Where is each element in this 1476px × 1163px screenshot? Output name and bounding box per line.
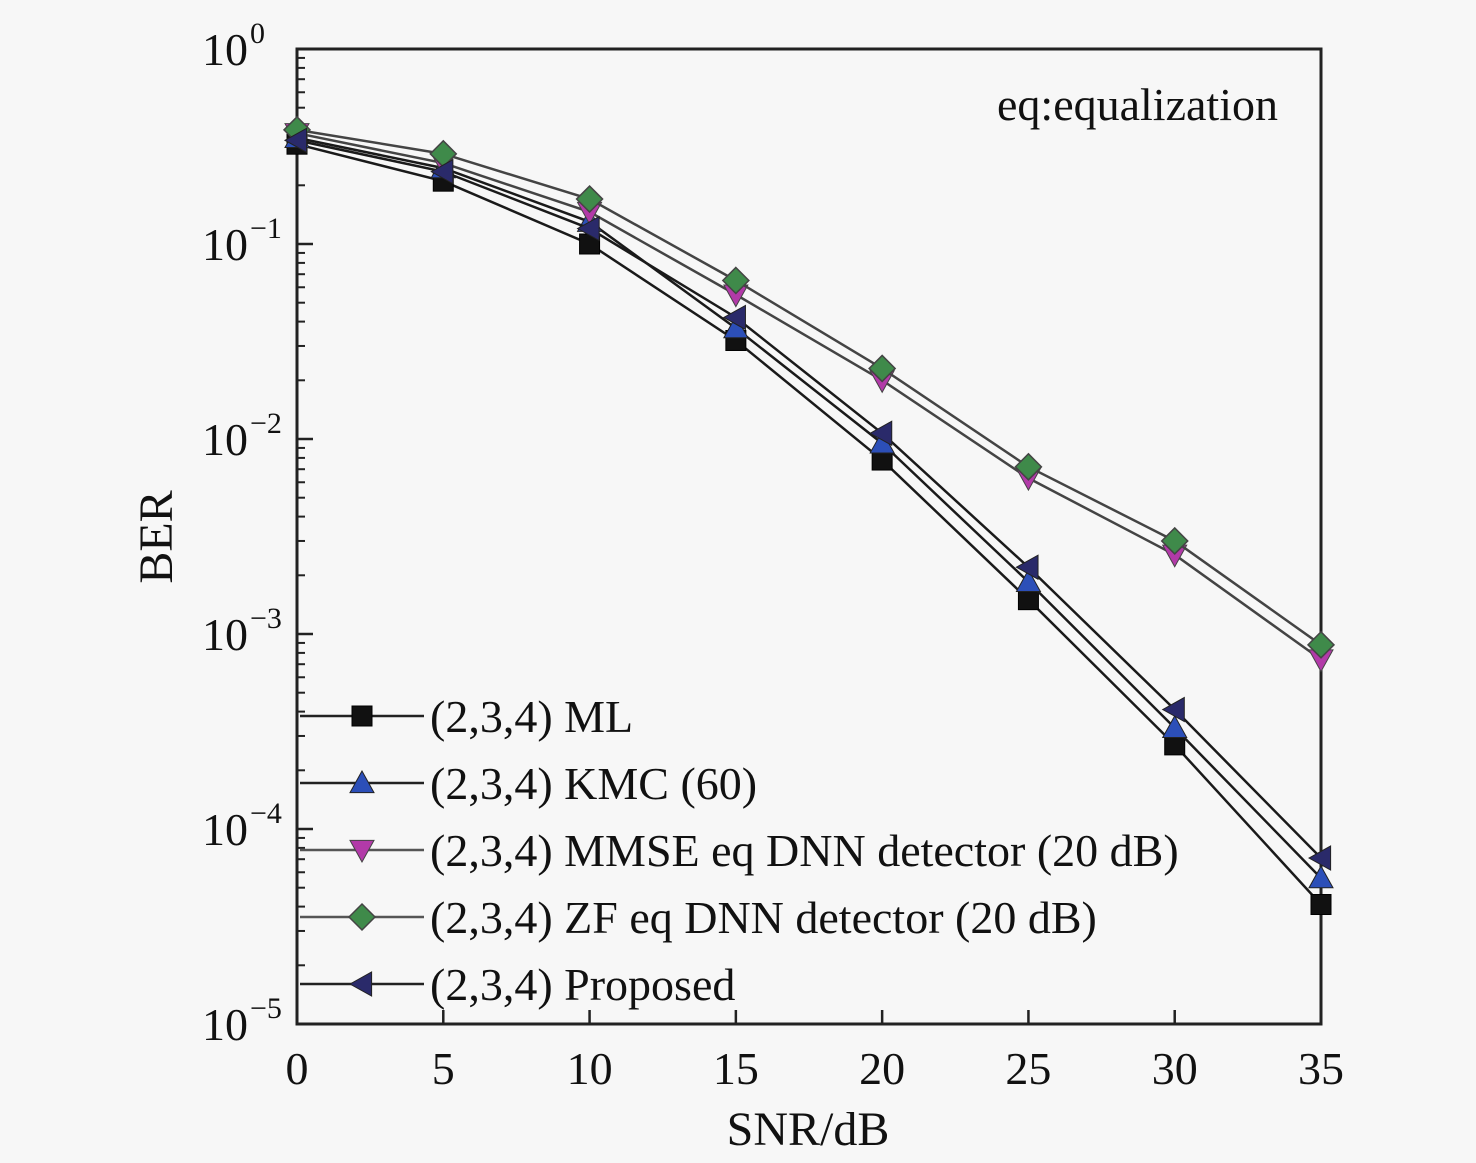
x-tick-label: 0 xyxy=(286,1043,309,1094)
legend-item: (2,3,4) MMSE eq DNN detector (20 dB) xyxy=(300,825,1179,876)
y-tick-exponent: −1 xyxy=(250,212,282,245)
axis-ticks xyxy=(297,56,1176,1024)
x-tick-label: 10 xyxy=(567,1043,613,1094)
legend-label: (2,3,4) MMSE eq DNN detector (20 dB) xyxy=(430,825,1179,876)
x-tick-label: 35 xyxy=(1298,1043,1344,1094)
series-line xyxy=(296,142,1322,906)
data-point xyxy=(1306,630,1336,659)
legend-item: (2,3,4) ML xyxy=(300,691,633,742)
y-axis-title: BER xyxy=(130,490,183,583)
data-point xyxy=(1160,526,1189,556)
series-line xyxy=(296,136,1322,879)
x-tick-label: 5 xyxy=(432,1043,455,1094)
y-tick-exponent: −4 xyxy=(250,797,282,830)
data-point xyxy=(1014,452,1043,481)
data-point xyxy=(722,304,746,331)
plot-frame xyxy=(295,47,1323,1026)
y-tick-label: 10 xyxy=(202,804,248,855)
data-point xyxy=(430,158,454,185)
x-tick-label: 30 xyxy=(1152,1043,1198,1094)
y-tick-exponent: −3 xyxy=(250,602,282,635)
data-point xyxy=(869,420,893,447)
series-line xyxy=(296,128,1322,646)
data-point xyxy=(1161,714,1188,738)
axes-box xyxy=(295,47,1323,1026)
data-point xyxy=(1015,568,1042,593)
legend-marker xyxy=(348,971,373,997)
y-tick-exponent: 0 xyxy=(250,17,265,50)
series-lines xyxy=(282,115,1336,916)
y-tick-exponent: −5 xyxy=(250,992,282,1025)
legend-marker xyxy=(349,769,375,794)
legend-item: (2,3,4) Proposed xyxy=(300,959,735,1010)
data-point xyxy=(283,127,308,154)
series-line xyxy=(296,139,1322,859)
x-tick-label: 25 xyxy=(1005,1043,1051,1094)
data-point xyxy=(1015,554,1039,581)
x-axis-title: SNR/dB xyxy=(727,1103,890,1156)
data-point xyxy=(1308,865,1334,889)
series-3 xyxy=(282,115,1336,659)
series-line xyxy=(296,131,1322,661)
series-1 xyxy=(284,124,1334,889)
legend-label: (2,3,4) ML xyxy=(430,691,633,742)
legend-marker xyxy=(347,902,377,932)
legend-item: (2,3,4) KMC (60) xyxy=(300,758,757,809)
y-tick-label: 10 xyxy=(202,999,248,1050)
x-tick-label: 15 xyxy=(713,1043,759,1094)
legend-label: (2,3,4) KMC (60) xyxy=(430,758,757,809)
annotation-text: eq:equalization xyxy=(997,79,1278,130)
legend: (2,3,4) ML (2,3,4) KMC (60) (2,3,4) MMSE e… xyxy=(300,691,1179,1010)
data-point xyxy=(1307,845,1332,871)
y-tick-label: 10 xyxy=(202,609,248,660)
legend-label: (2,3,4) Proposed xyxy=(430,959,735,1010)
series-4 xyxy=(283,127,1332,871)
legend-marker xyxy=(349,839,375,864)
data-point xyxy=(576,215,600,242)
data-point xyxy=(721,266,750,295)
x-tick-labels: 0 5 10 15 20 25 30 35 xyxy=(286,1043,1345,1094)
data-point xyxy=(1161,696,1185,723)
data-point xyxy=(575,185,604,214)
y-tick-label: 10 xyxy=(202,24,248,75)
data-point xyxy=(1310,894,1332,916)
legend-item: (2,3,4) ZF eq DNN detector (20 dB) xyxy=(300,892,1097,943)
series-2 xyxy=(284,123,1334,673)
legend-marker xyxy=(351,705,373,727)
data-point xyxy=(1017,589,1039,611)
data-point xyxy=(868,354,897,383)
y-tick-label: 10 xyxy=(202,414,248,465)
legend-label: (2,3,4) ZF eq DNN detector (20 dB) xyxy=(430,892,1097,943)
y-tick-label: 10 xyxy=(202,219,248,270)
x-tick-label: 20 xyxy=(859,1043,905,1094)
y-tick-exponent: −2 xyxy=(250,407,282,440)
